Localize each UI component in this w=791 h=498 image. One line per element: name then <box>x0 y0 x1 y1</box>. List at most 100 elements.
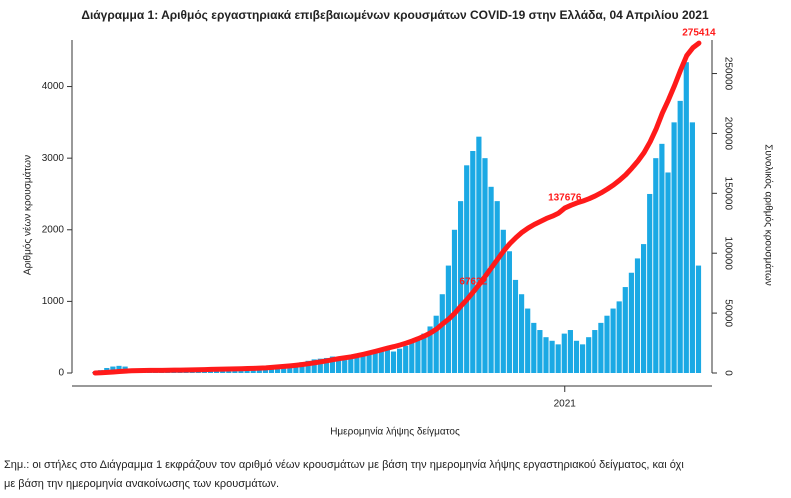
bar <box>622 287 628 373</box>
bar <box>415 337 421 373</box>
bar <box>323 357 329 373</box>
bar <box>287 364 293 373</box>
bar <box>506 251 512 373</box>
bar <box>567 330 573 373</box>
bar <box>653 158 659 373</box>
bar <box>354 355 360 373</box>
bar <box>610 308 616 373</box>
bar <box>598 322 604 373</box>
bar <box>543 337 549 373</box>
bar <box>311 359 317 373</box>
bar <box>677 100 683 373</box>
x-axis-label: Ημερομηνία λήψης δείγματος <box>330 426 460 438</box>
bar <box>555 344 561 373</box>
y2-tick-label: 150000 <box>722 177 733 211</box>
cumulative-line <box>92 40 702 376</box>
bar <box>512 279 519 373</box>
y-tick-label: 2000 <box>42 224 65 235</box>
bar <box>628 272 634 373</box>
bar <box>604 315 610 373</box>
bar <box>458 201 464 373</box>
bar <box>293 363 299 373</box>
bar <box>616 301 622 373</box>
bar <box>372 350 378 373</box>
bar <box>482 158 488 373</box>
bar <box>262 368 268 373</box>
bar <box>360 352 366 373</box>
bar <box>671 122 677 374</box>
y2-axis-label: Συνολικός αριθμός κρουσμάτων <box>762 144 774 286</box>
bar <box>573 340 580 373</box>
y-tick-label: 1000 <box>42 296 65 307</box>
y-tick-label: 0 <box>58 368 64 379</box>
bar <box>238 370 244 373</box>
bar <box>488 186 494 373</box>
bar <box>378 349 384 373</box>
bar <box>427 326 433 373</box>
bar <box>226 371 232 373</box>
bar <box>549 340 555 373</box>
bar <box>232 370 238 373</box>
bar <box>439 294 445 373</box>
bar <box>500 229 506 373</box>
bar <box>244 370 250 373</box>
bar <box>384 347 390 373</box>
bar <box>695 265 702 373</box>
bar <box>348 358 354 373</box>
bar <box>305 360 311 373</box>
bar <box>390 351 397 373</box>
bar <box>659 143 665 373</box>
bar <box>634 258 641 373</box>
bar <box>476 136 482 373</box>
y-tick-label: 3000 <box>42 153 65 164</box>
bar <box>464 165 470 373</box>
bar <box>586 337 592 373</box>
bar <box>494 201 500 373</box>
y2-tick-label: 200000 <box>722 117 733 151</box>
bar <box>580 344 586 373</box>
bar <box>214 370 220 373</box>
y-axis-label: Αριθμός νέων κρουσμάτων <box>22 155 34 275</box>
bar <box>329 356 336 373</box>
bar <box>592 330 598 373</box>
bar <box>256 369 262 373</box>
y2-tick-label: 250000 <box>722 57 733 91</box>
bar <box>683 62 689 373</box>
x-tick-label: 2021 <box>554 399 577 410</box>
data-label: 67632 <box>459 277 487 288</box>
bar <box>647 193 653 373</box>
bar <box>397 348 403 373</box>
bar <box>519 294 525 373</box>
bar <box>525 308 531 373</box>
bar <box>665 172 671 373</box>
bar <box>641 244 647 373</box>
data-label: 275414 <box>682 28 716 39</box>
note: με βάση την ημερομηνία ανακοίνωσης των κ… <box>4 478 279 490</box>
bar <box>281 365 287 373</box>
bar <box>366 351 372 373</box>
bar <box>403 345 409 373</box>
data-label: 137676 <box>548 193 582 204</box>
note: Σημ.: οι στήλες στο Διάγραμμα 1 εκφράζου… <box>4 459 684 471</box>
bar <box>451 229 458 373</box>
bar <box>531 322 537 373</box>
bar <box>220 371 226 373</box>
y2-tick-label: 0 <box>722 370 733 376</box>
bar <box>299 362 305 373</box>
bar <box>409 340 415 373</box>
bar <box>689 122 695 374</box>
bar <box>336 357 342 373</box>
bar <box>561 333 567 373</box>
bar <box>421 333 427 373</box>
y2-tick-label: 50000 <box>722 299 733 327</box>
y2-tick-label: 100000 <box>722 237 733 271</box>
bar <box>537 330 543 373</box>
bar <box>317 358 323 373</box>
bar <box>342 360 348 373</box>
bar <box>433 315 439 373</box>
bar <box>470 151 476 373</box>
y-tick-label: 4000 <box>42 81 65 92</box>
bar <box>250 370 256 373</box>
chart-title: Διάγραμμα 1: Αριθμός εργαστηριακά επιβεβ… <box>81 8 709 22</box>
